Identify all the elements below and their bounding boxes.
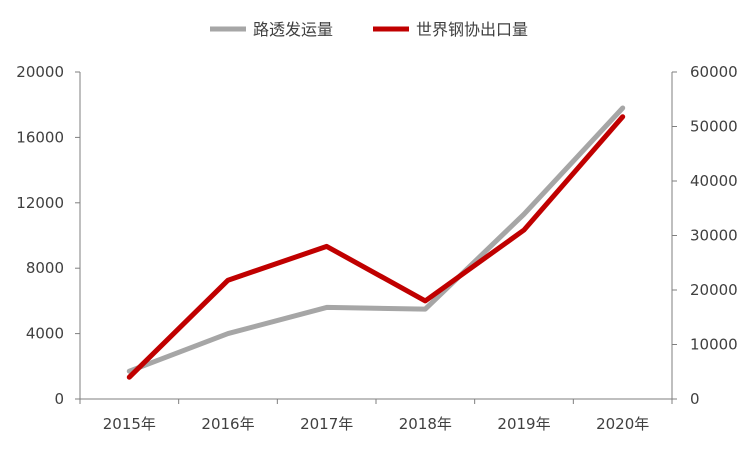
- series-line-worldsteel: [126, 114, 626, 380]
- left-y-tick-label: 16000: [16, 128, 64, 146]
- right-y-tick-label: 60000: [690, 63, 738, 81]
- legend-label-worldsteel: 世界钢协出口量: [416, 20, 528, 39]
- x-tick-label: 2017年: [300, 415, 353, 433]
- left-y-tick-label: 20000: [16, 63, 64, 81]
- x-axis-ticks: 2015年 2016年 2017年 2018年 2019年 2020年: [79, 399, 673, 433]
- x-tick-label: 2020年: [596, 415, 649, 433]
- x-tick-label: 2016年: [201, 415, 254, 433]
- axes: [79, 72, 673, 400]
- legend-label-roadtrans: 路透发运量: [253, 20, 333, 39]
- right-y-tick-label: 0: [690, 390, 700, 408]
- x-tick-label: 2019年: [497, 415, 550, 433]
- right-y-tick-label: 20000: [690, 281, 738, 299]
- right-y-tick-label: 10000: [690, 336, 738, 354]
- legend: 路透发运量 世界钢协出口量: [210, 20, 528, 39]
- left-y-ticks: 0 4000 8000 12000 16000 20000: [16, 63, 80, 408]
- x-tick-label: 2015年: [103, 415, 156, 433]
- left-y-tick-label: 4000: [26, 325, 64, 343]
- left-y-tick-label: 8000: [26, 259, 64, 277]
- left-y-tick-label: 0: [54, 390, 64, 408]
- right-y-tick-label: 40000: [690, 172, 738, 190]
- right-y-tick-label: 30000: [690, 227, 738, 245]
- right-y-ticks: 0 10000 20000 30000 40000 50000 60000: [672, 63, 738, 408]
- series-layer: [126, 105, 626, 380]
- series-line-roadtrans: [126, 105, 626, 374]
- left-y-tick-label: 12000: [16, 194, 64, 212]
- x-tick-label: 2018年: [399, 415, 452, 433]
- right-y-tick-label: 50000: [690, 118, 738, 136]
